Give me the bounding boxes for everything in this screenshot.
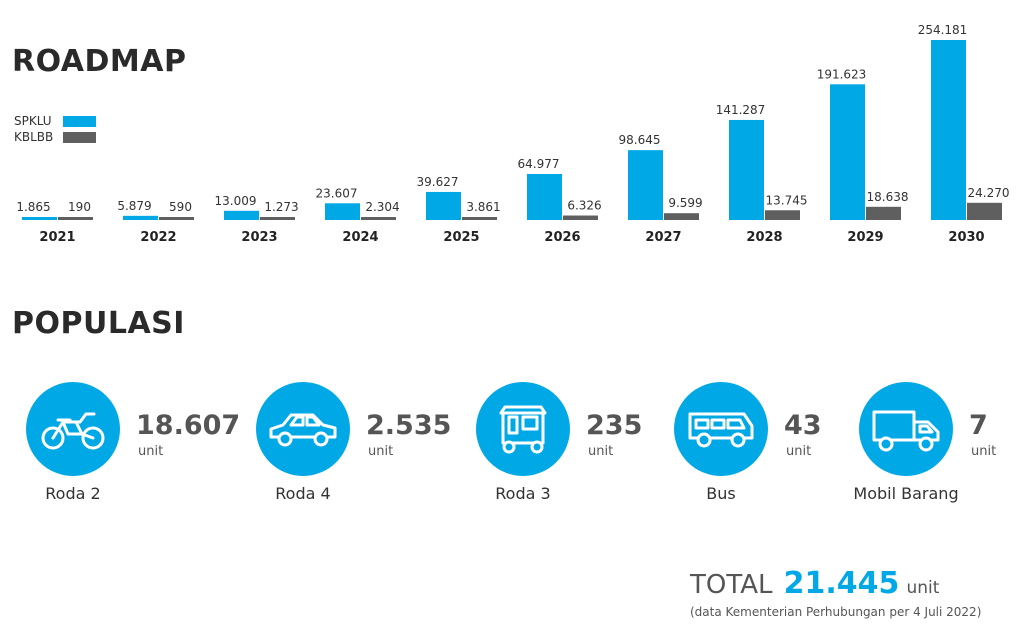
data-label-kblbb-2023: 1.273	[264, 200, 298, 214]
rickshaw-icon-circle	[476, 382, 570, 476]
data-label-spklu-2027: 98.645	[619, 133, 661, 147]
population-total: TOTAL 21.445 unit	[690, 566, 939, 601]
population-category: Mobil Barang	[853, 484, 959, 503]
data-label-kblbb-2030: 24.270	[968, 186, 1010, 200]
data-label-spklu-2030: 254.181	[918, 23, 968, 37]
bar-kblbb-2021	[58, 217, 93, 220]
bus-icon	[688, 412, 754, 448]
motorcycle-icon-circle	[26, 382, 120, 476]
population-item-roda-4: 2.535 unit Roda 4	[256, 382, 476, 532]
population-item-roda-3: 235 unit Roda 3	[476, 382, 696, 532]
bus-icon-circle	[674, 382, 768, 476]
bar-kblbb-2029	[866, 206, 901, 220]
population-count: 2.535	[366, 410, 452, 441]
bar-spklu-2022	[123, 215, 158, 220]
tick-label-2026: 2026	[544, 230, 580, 245]
population-unit: unit	[786, 444, 812, 459]
tick-label-2024: 2024	[342, 230, 378, 245]
population-count: 18.607	[136, 410, 241, 441]
car-icon-circle	[256, 382, 350, 476]
tick-label-2022: 2022	[140, 230, 176, 245]
population-category: Bus	[706, 484, 736, 503]
data-label-spklu-2021: 1.865	[16, 200, 50, 214]
bar-spklu-2023	[224, 210, 259, 220]
data-label-kblbb-2024: 2.304	[365, 200, 399, 214]
data-label-spklu-2028: 141.287	[716, 103, 766, 117]
car-icon	[269, 413, 337, 447]
data-label-spklu-2025: 39.627	[417, 175, 459, 189]
truck-icon-circle	[859, 382, 953, 476]
truck-icon	[872, 410, 940, 452]
roadmap-bar-chart: 1.865 190 2021 5.879 590 2022 13.009 1.273 2023 2…	[16, 23, 1010, 245]
bar-spklu-2024	[325, 203, 360, 220]
bar-spklu-2028	[729, 119, 764, 220]
population-count: 43	[784, 410, 822, 441]
bar-kblbb-2023	[260, 217, 295, 220]
data-label-kblbb-2026: 6.326	[567, 199, 601, 213]
legend-item-spklu: SPKLU	[14, 113, 96, 129]
data-label-spklu-2023: 13.009	[215, 194, 257, 208]
tick-label-2028: 2028	[746, 230, 782, 245]
population-category: Roda 3	[495, 484, 551, 503]
legend-swatch-spklu	[63, 115, 96, 127]
bar-kblbb-2028	[765, 210, 800, 220]
rickshaw-icon	[499, 405, 547, 454]
population-unit: unit	[588, 444, 614, 459]
tick-label-2029: 2029	[847, 230, 883, 245]
bar-spklu-2026	[527, 173, 562, 220]
bar-kblbb-2030	[967, 202, 1002, 220]
data-label-kblbb-2027: 9.599	[668, 196, 702, 210]
tick-label-2021: 2021	[39, 230, 75, 245]
population-count: 235	[586, 410, 643, 441]
tick-label-2030: 2030	[948, 230, 984, 245]
bar-kblbb-2024	[361, 217, 396, 220]
data-label-kblbb-2029: 18.638	[867, 190, 909, 204]
population-count: 7	[969, 410, 988, 441]
tick-label-2025: 2025	[443, 230, 479, 245]
tick-label-2023: 2023	[241, 230, 277, 245]
bar-spklu-2027	[628, 150, 663, 220]
populasi-title: POPULASI	[12, 306, 185, 341]
chart-legend: SPKLU KBLBB	[14, 113, 96, 145]
data-label-kblbb-2025: 3.861	[466, 200, 500, 214]
legend-item-kblbb: KBLBB	[14, 129, 96, 145]
bar-spklu-2029	[830, 84, 865, 220]
bar-kblbb-2026	[563, 215, 598, 220]
total-unit: unit	[906, 578, 940, 598]
data-label-spklu-2024: 23.607	[316, 186, 358, 200]
population-unit: unit	[138, 444, 164, 459]
bar-spklu-2025	[426, 191, 461, 220]
legend-swatch-kblbb	[63, 131, 96, 143]
total-value: 21.445	[783, 566, 900, 601]
data-label-kblbb-2028: 13.745	[766, 193, 808, 207]
motorcycle-icon	[41, 412, 105, 450]
legend-label-spklu: SPKLU	[14, 114, 52, 128]
population-item-bus: 43 unit Bus	[674, 382, 894, 532]
population-unit: unit	[368, 444, 394, 459]
population-category: Roda 2	[45, 484, 101, 503]
data-label-spklu-2029: 191.623	[817, 67, 867, 81]
data-label-spklu-2022: 5.879	[117, 199, 151, 213]
population-category: Roda 4	[275, 484, 331, 503]
legend-label-kblbb: KBLBB	[14, 130, 54, 144]
population-item-mobil-barang: 7 unit Mobil Barang	[853, 382, 1024, 532]
bar-kblbb-2025	[462, 217, 497, 220]
population-item-roda-2: 18.607 unit Roda 2	[26, 382, 246, 532]
bar-spklu-2030	[931, 40, 966, 220]
roadmap-title: ROADMAP	[12, 44, 187, 79]
total-label: TOTAL	[690, 570, 773, 600]
source-note: (data Kementerian Perhubungan per 4 Juli…	[690, 605, 982, 619]
bar-kblbb-2027	[664, 213, 699, 220]
population-unit: unit	[971, 444, 997, 459]
data-label-kblbb-2021: 190	[68, 200, 91, 214]
tick-label-2027: 2027	[645, 230, 681, 245]
data-label-kblbb-2022: 590	[169, 200, 192, 214]
data-label-spklu-2026: 64.977	[518, 157, 560, 171]
bar-kblbb-2022	[159, 217, 194, 220]
bar-spklu-2021	[22, 217, 57, 220]
